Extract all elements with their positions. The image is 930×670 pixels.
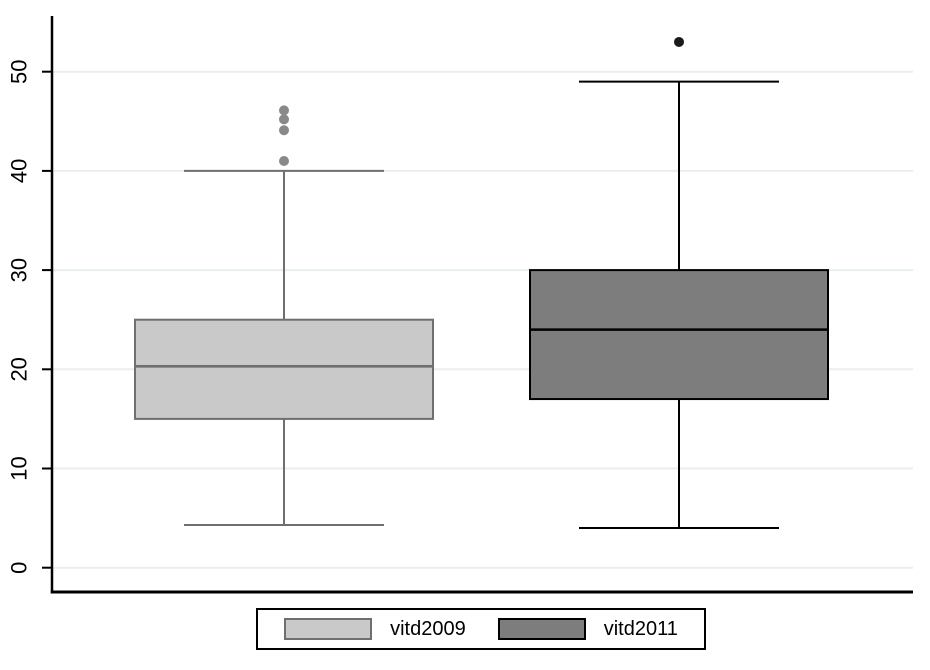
- legend-label-vitd2011: vitd2011: [603, 618, 678, 640]
- outlier-dot-vitd2009: [279, 114, 289, 125]
- iqr-box-vitd2011: [529, 269, 829, 401]
- legend-swatch-vitd2011: [497, 618, 586, 640]
- legend-item-vitd2011: vitd2011: [497, 618, 678, 640]
- outlier-dot-vitd2011: [674, 36, 684, 47]
- y-tick-label-30: 30: [7, 258, 32, 282]
- outlier-dot-vitd2009: [279, 105, 289, 116]
- outlier-dot-vitd2009: [279, 155, 289, 166]
- y-tick-label-20: 20: [7, 357, 32, 381]
- y-tick-label-10: 10: [7, 456, 32, 480]
- legend-item-vitd2009: vitd2009: [284, 618, 466, 640]
- legend-swatch-vitd2009: [284, 618, 373, 640]
- y-tick-label-0: 0: [7, 562, 32, 574]
- y-tick-label-50: 50: [7, 59, 32, 83]
- legend-label-vitd2009: vitd2009: [390, 618, 466, 640]
- outlier-dot-vitd2009: [279, 125, 289, 136]
- legend: vitd2009 vitd2011: [256, 608, 706, 650]
- iqr-box-vitd2009: [134, 318, 434, 420]
- y-tick-label-40: 40: [7, 159, 32, 183]
